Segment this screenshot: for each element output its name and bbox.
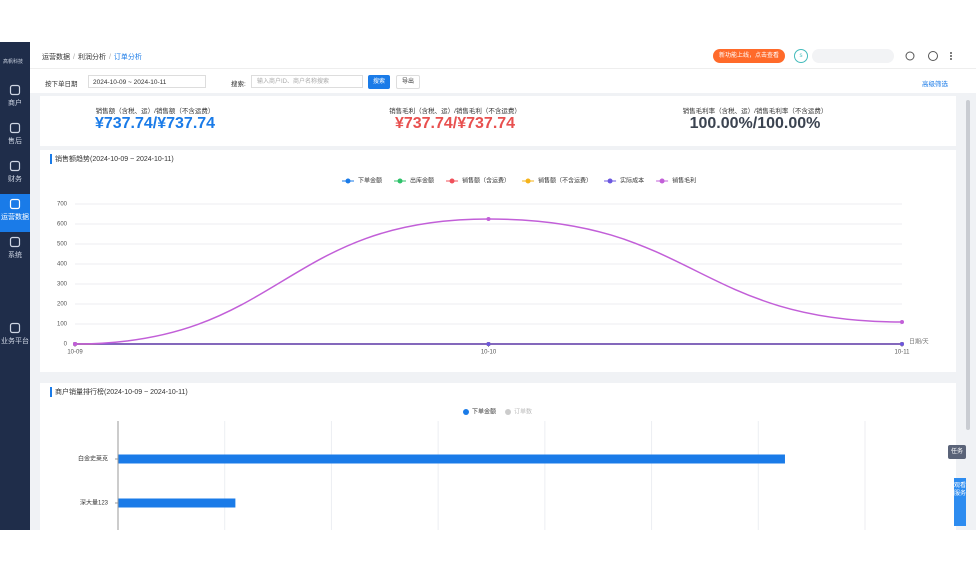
search-label: 搜索:	[231, 81, 246, 88]
nav-label: 售后	[8, 138, 22, 145]
bar	[118, 454, 785, 464]
legend-label: 下单金额	[358, 177, 382, 185]
x-tick-label: 10-09	[67, 350, 83, 356]
y-tick-label: 200	[57, 302, 68, 308]
filter-bar	[30, 69, 976, 93]
legend-dot	[463, 409, 469, 415]
legend-dot	[345, 178, 351, 184]
scrollbar[interactable]	[966, 100, 970, 430]
nav-item[interactable]: 财务	[0, 156, 30, 194]
toolbar-icons	[905, 51, 952, 61]
x-axis-label: 日期/天	[909, 338, 929, 346]
legend-label: 下单金额	[472, 408, 496, 416]
stat-label: 销售毛利率（含税、运）/销售毛利率（不含运费）	[682, 108, 828, 115]
avatar[interactable]: s	[794, 49, 808, 63]
crumb-sep: /	[108, 54, 111, 61]
line-chart: 销售额趋势(2024-10-09 ~ 2024-10-11) 下单金额 出库金额 销售…	[50, 154, 929, 356]
series-point	[486, 342, 491, 346]
sidebar: 高帆科技 商户售后财务运营数据系统业务平台	[0, 42, 30, 530]
stats-card: 销售额（含税、运）/销售额（不含运费） ¥737.74/¥737.74 销售毛利（含…	[40, 96, 956, 146]
bar-chart: 商户销量排行榜(2024-10-09 ~ 2024-10-11) 下单金额 订单数白…	[50, 387, 866, 530]
nav-item[interactable]: 运营数据	[0, 194, 30, 232]
search-button[interactable]: 搜索	[368, 75, 390, 89]
stat-value: ¥737.74/¥737.74	[394, 115, 516, 132]
y-tick-label: 300	[57, 282, 68, 288]
stat-value: ¥737.74/¥737.74	[94, 115, 216, 132]
line-chart-card: 销售额趋势(2024-10-09 ~ 2024-10-11) 下单金额 出库金额 销售…	[40, 150, 956, 372]
legend-label: 销售额（含运费）	[462, 177, 510, 185]
nav-label: 运营数据	[1, 214, 29, 221]
legend-label: 出库金额	[410, 177, 434, 185]
legend-label: 销售毛利	[672, 177, 696, 185]
nav-item[interactable]: 业务平台	[0, 318, 30, 356]
series-point	[900, 320, 904, 324]
advanced-filter[interactable]: 高级筛选	[922, 81, 948, 88]
stat-value: 100.00%/100.00%	[689, 115, 821, 132]
x-tick-label: 10-11	[895, 350, 911, 356]
crumb: 利润分析	[77, 54, 106, 61]
y-tick-label: 100	[57, 322, 68, 328]
crumb-sep: /	[73, 54, 75, 61]
breadcrumb: 运营数据 / 利润分析 / 订单分析	[42, 52, 142, 62]
bar	[118, 498, 236, 508]
series-point	[900, 342, 904, 346]
legend-label: 订单数	[514, 408, 532, 416]
y-tick-label: 白金史莱克	[78, 455, 108, 463]
stat-label: 销售额（含税、运）/销售额（不含运费）	[95, 108, 215, 115]
crumb: 订单分析	[113, 54, 142, 61]
series-line	[74, 218, 903, 345]
y-tick-label: 深大量123	[80, 499, 109, 507]
nav-item[interactable]: 系统	[0, 232, 30, 270]
nav-label: 系统	[8, 252, 22, 259]
series-point	[486, 217, 491, 221]
logo: 高帆科技	[3, 59, 24, 65]
bar-chart-card: 商户销量排行榜(2024-10-09 ~ 2024-10-11) 下单金额 订单数白…	[40, 383, 956, 530]
nav-label: 财务	[8, 176, 22, 183]
y-tick-label: 700	[57, 202, 68, 208]
legend-dot	[449, 178, 455, 184]
stat-label: 销售毛利（含税、运）/销售毛利（不含运费）	[389, 108, 521, 115]
export-button[interactable]: 导出	[396, 75, 420, 89]
date-type[interactable]: 按下单日期	[45, 81, 78, 88]
chart-title: 销售额趋势(2024-10-09 ~ 2024-10-11)	[55, 154, 174, 163]
legend-dot	[525, 178, 531, 184]
nav-item[interactable]: 商户	[0, 80, 30, 118]
title-bar	[50, 154, 52, 164]
search-input[interactable]: 输入商户ID、商户名称搜索	[251, 75, 363, 88]
series-point	[73, 342, 77, 346]
nav-item[interactable]: 售后	[0, 118, 30, 156]
nav-label: 业务平台	[1, 338, 29, 345]
y-tick-label: 400	[57, 262, 68, 268]
task-button[interactable]: 任务	[948, 445, 966, 459]
legend-dot	[607, 178, 613, 184]
legend-dot	[397, 178, 403, 184]
title-bar	[50, 387, 52, 397]
legend-dot	[659, 178, 665, 184]
legend-label: 销售额（不含运费）	[538, 177, 592, 185]
user-pill[interactable]	[812, 49, 894, 63]
legend-label: 实际成本	[620, 177, 644, 185]
y-tick-label: 500	[57, 242, 68, 248]
service-button[interactable]: 观看服务	[954, 478, 966, 526]
chart-title: 商户销量排行榜(2024-10-09 ~ 2024-10-11)	[55, 387, 188, 396]
x-tick-label: 10-10	[481, 350, 497, 356]
y-tick-label: 0	[64, 342, 68, 348]
crumb: 运营数据	[42, 54, 70, 61]
date-range[interactable]: 2024-10-09 ~ 2024-10-11	[88, 75, 206, 88]
nav-label: 商户	[8, 100, 22, 107]
banner[interactable]: 新功能上线，点击查看	[713, 49, 785, 63]
y-tick-label: 600	[57, 222, 68, 228]
legend-dot	[505, 409, 512, 415]
